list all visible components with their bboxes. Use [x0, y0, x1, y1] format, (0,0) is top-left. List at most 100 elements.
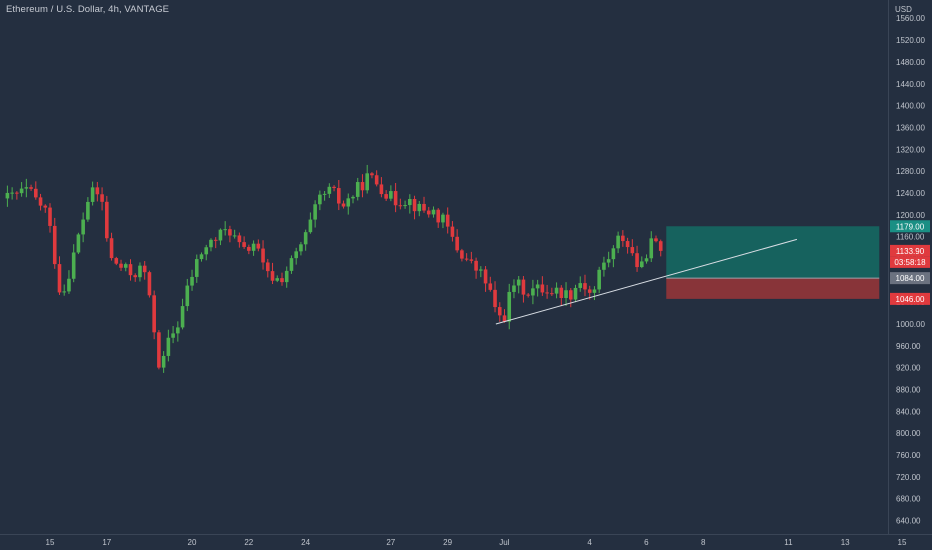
candle-up — [209, 239, 213, 248]
candle-up — [512, 285, 516, 292]
price-tick-label: 1360.00 — [896, 123, 925, 132]
candle-up — [313, 204, 317, 220]
candle-down — [422, 203, 426, 211]
price-tick-label: 920.00 — [896, 364, 921, 373]
candle-up — [275, 278, 280, 281]
candle-down — [336, 188, 341, 204]
candle-up — [62, 291, 67, 293]
candle-down — [450, 226, 455, 237]
candle-up — [479, 269, 483, 271]
candle-down — [147, 272, 152, 296]
price-tick-label: 840.00 — [896, 407, 921, 416]
candle-up — [318, 194, 322, 205]
candle-up — [204, 247, 209, 255]
candle-up — [19, 188, 24, 194]
candle-down — [29, 187, 33, 189]
candle-up — [578, 283, 583, 288]
time-tick-label: 22 — [244, 538, 253, 547]
candle-up — [71, 252, 76, 279]
currency-label: USD — [895, 5, 912, 14]
candle-down — [374, 175, 379, 185]
price-tick-label: 1240.00 — [896, 189, 925, 198]
price-tick-label: 1160.00 — [896, 233, 925, 242]
candle-up — [299, 244, 303, 252]
time-tick-label: 29 — [443, 538, 452, 547]
position-layer[interactable] — [495, 226, 880, 325]
candle-down — [43, 205, 48, 208]
time-tick-label: 15 — [46, 538, 55, 547]
price-tick-label: 880.00 — [896, 386, 921, 395]
price-labels: 1179.00 1133.90 03:58:18 1084.00 1046.00 — [890, 220, 930, 305]
candle-down — [488, 283, 493, 290]
candle-down — [483, 269, 488, 284]
candle-down — [133, 275, 138, 278]
candle-down — [57, 264, 62, 293]
candle-up — [308, 219, 313, 233]
candle-up — [81, 219, 85, 235]
candle-down — [105, 201, 109, 239]
time-axis[interactable]: 15 17 20 22 24 27 29 Jul 4 6 8 11 13 15 — [46, 538, 907, 547]
symbol-title[interactable]: Ethereum / U.S. Dollar, 4h, VANTAGE — [6, 4, 170, 15]
time-tick-label: 17 — [102, 538, 111, 547]
price-tick-label: 1520.00 — [896, 36, 925, 45]
candle-up — [531, 288, 535, 296]
candle-down — [247, 246, 251, 251]
candle-up — [190, 276, 194, 286]
candle-down — [474, 260, 478, 271]
candle-up — [592, 289, 597, 293]
price-tick-label: 640.00 — [896, 517, 921, 526]
candle-down — [393, 191, 398, 206]
candle-down — [521, 279, 526, 295]
price-tick-label: 1000.00 — [896, 320, 925, 329]
candle-up — [86, 201, 90, 220]
candle-down — [341, 203, 346, 207]
candle-down — [114, 258, 119, 264]
candle-down — [540, 284, 545, 293]
candle-down — [95, 187, 100, 195]
time-tick-label: 4 — [587, 538, 592, 547]
candle-down — [493, 289, 497, 308]
candle-up — [171, 333, 175, 338]
candle-down — [621, 235, 625, 242]
candle-down — [568, 290, 573, 300]
candle-down — [460, 250, 464, 259]
candle-up — [218, 229, 223, 241]
countdown-label: 03:58:18 — [894, 258, 926, 267]
candle-up — [611, 248, 616, 260]
candle-up — [24, 187, 29, 189]
candle-down — [360, 182, 365, 191]
candle-up — [616, 235, 620, 249]
position-profit-zone[interactable] — [666, 226, 880, 279]
candle-up — [194, 259, 199, 277]
price-label-box — [890, 220, 930, 233]
candle-down — [469, 259, 474, 261]
candle-down — [455, 236, 459, 251]
candle-up — [389, 191, 393, 199]
time-tick-label: 11 — [784, 538, 793, 547]
candle-down — [550, 293, 554, 295]
candle-down — [426, 210, 431, 215]
candle-down — [142, 265, 147, 273]
price-label-box — [890, 292, 930, 305]
candle-up — [138, 265, 142, 278]
trendline[interactable] — [495, 238, 798, 325]
candle-up — [161, 355, 166, 368]
position-stop-zone[interactable] — [666, 278, 880, 299]
candle-down — [526, 294, 530, 296]
candle-up — [223, 229, 227, 231]
candle-down — [213, 239, 218, 241]
candle-down — [370, 173, 374, 176]
candle-up — [597, 269, 601, 290]
candle-down — [34, 188, 38, 198]
candle-up — [67, 278, 71, 292]
price-tick-label: 1400.00 — [896, 102, 925, 111]
countdown-box — [890, 256, 930, 268]
price-axis[interactable]: 1560.00 1520.00 1480.00 1440.00 1400.00 1360.… — [896, 14, 925, 525]
candle-down — [398, 205, 403, 207]
candle-up — [180, 306, 185, 328]
candle-down — [152, 295, 156, 333]
candle-up — [123, 264, 128, 268]
candle-up — [351, 196, 355, 199]
